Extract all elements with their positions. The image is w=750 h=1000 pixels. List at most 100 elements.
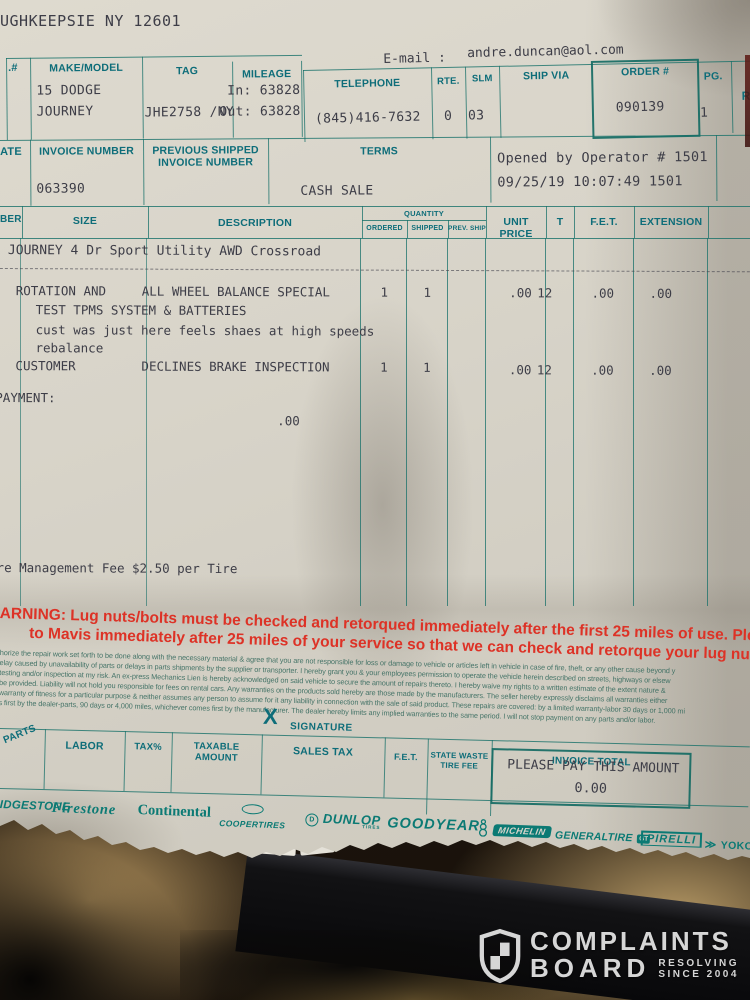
items-column-lines xyxy=(0,238,750,606)
signature-x-mark: X xyxy=(262,703,279,730)
unit-price-column-label: UNIT PRICE xyxy=(499,216,533,240)
ship-via-label: SHIP VIA xyxy=(522,69,570,83)
extension-column-label: EXTENSION xyxy=(639,216,703,228)
email-row: E-mail : andre.duncan@aol.com xyxy=(383,41,713,67)
size-column-label: SIZE xyxy=(72,215,98,227)
michelin-man-icon xyxy=(478,819,488,837)
vehicle-info-table: .# MAKE/MODEL TAG MILEAGE 15 DODGE JOURN… xyxy=(6,54,303,140)
taxable-amount-label: TAXABLE AMOUNT xyxy=(193,740,240,764)
brand-logo-yokohama-text: YOKO xyxy=(720,839,750,853)
item-description: ALL WHEEL BALANCE SPECIAL xyxy=(141,283,330,300)
shipped-column-label: SHIPPED xyxy=(411,225,444,232)
item-shipped: 1 xyxy=(423,284,432,300)
watermark-title-top: COMPLAINTS xyxy=(530,926,732,956)
tax-column-label: T xyxy=(556,216,564,228)
complaintsboard-watermark: COMPLAINTS BOARD RESOLVING SINCE 2004 xyxy=(478,928,739,984)
make-model-value-line2: JOURNEY xyxy=(36,104,94,120)
order-number-box: ORDER # 090139 xyxy=(590,58,701,139)
brand-logo-cooper: COOPERTIRES xyxy=(219,803,286,833)
payment-value: .00 xyxy=(277,413,300,429)
brand-logo-dunlop: D DUNLOP TIRES xyxy=(305,809,381,830)
tire-management-fee-line: re Management Fee $2.50 per Tire xyxy=(0,559,238,577)
brand-logo-general-text: GENERALTIRE xyxy=(554,829,633,845)
item-ordered: 1 xyxy=(380,284,389,300)
slm-value: 03 xyxy=(467,108,485,124)
item-note: TEST TPMS SYSTEM & BATTERIES xyxy=(35,302,247,319)
item-description: DECLINES BRAKE INSPECTION xyxy=(141,358,330,375)
watermark-title-bottom: BOARD xyxy=(530,953,651,983)
description-column-label: DESCRIPTION xyxy=(218,217,292,229)
photo-right-edge xyxy=(745,55,750,147)
item-note: cust was just here feels shaes at high s… xyxy=(35,322,375,339)
invoice-number-value: 063390 xyxy=(36,181,86,197)
items-header-row: BER SIZE DESCRIPTION QUANTITY ORDERED SH… xyxy=(0,206,750,240)
opened-by-line2: 09/25/19 10:07:49 1501 xyxy=(497,173,683,191)
quantity-group-label: QUANTITY xyxy=(404,209,444,218)
payment-label: PAYMENT: xyxy=(0,389,56,406)
order-number-label: ORDER # xyxy=(620,65,670,79)
state-waste-label-line1: STATE WASTE xyxy=(430,750,489,761)
warning-prefix: ARNING: xyxy=(0,604,67,624)
tire-brand-logos: IDGESTONE Firestone Continental COOPERTI… xyxy=(0,797,750,860)
item-extension: .00 xyxy=(649,285,673,301)
invoice-total-box: INVOICE TOTAL PLEASE PAY THIS AMOUNT 0.0… xyxy=(490,748,692,809)
invoice-number-label: INVOICE NUMBER xyxy=(39,145,135,158)
item-unit-price: .00 xyxy=(509,285,532,301)
terms-value: CASH SALE xyxy=(300,183,374,199)
invoice-total-value: 0.00 xyxy=(574,780,608,797)
item-shipped: 1 xyxy=(423,359,431,375)
cooper-oval-icon xyxy=(241,803,264,815)
watermark-tagline-bottom: SINCE 2004 xyxy=(658,969,739,980)
background-strap-shadow xyxy=(180,930,600,1000)
prev-ship-column-label: PREV. SHIP xyxy=(448,225,486,232)
tag-label: TAG xyxy=(176,64,199,78)
item-fet: .00 xyxy=(591,285,615,301)
brand-logo-dunlop-sub: TIRES xyxy=(362,824,381,830)
complaintsboard-shield-icon xyxy=(479,928,521,984)
email-label: E-mail : xyxy=(383,50,447,67)
brand-logo-pirelli: PIRELLI xyxy=(640,830,703,848)
opened-by-line1: Opened by Operator # 1501 xyxy=(497,149,708,167)
watermark-tagline-top: RESOLVING xyxy=(658,958,739,969)
signature-label: SIGNATURE xyxy=(289,721,353,734)
pg-label: PG. xyxy=(703,70,723,83)
lic-number-label: .# xyxy=(8,61,18,74)
item-fet: .00 xyxy=(591,362,614,378)
brand-logo-general: GENERALTIRE GT xyxy=(555,825,651,846)
invoice-paper: UGHKEEPSIE NY 12601 E-mail : andre.dunca… xyxy=(0,0,750,860)
item-tax-code: 12 xyxy=(537,285,553,301)
item-number-label-partial: BER xyxy=(0,214,22,225)
items-body: JOURNEY 4 Dr Sport Utility AWD Crossroad… xyxy=(0,238,750,611)
slm-label: SLM xyxy=(471,73,493,85)
ordered-column-label: ORDERED xyxy=(366,225,403,232)
mileage-in-value: In: 63828 xyxy=(227,82,301,99)
item-size: ROTATION AND xyxy=(15,283,107,299)
previous-invoice-label-line1: PREVIOUS SHIPPED xyxy=(152,144,259,157)
terms-label: TERMS xyxy=(360,145,399,158)
brand-logo-michelin-text: MICHELIN xyxy=(492,824,553,839)
fet-column-label: F.E.T. xyxy=(590,216,618,228)
pg-value: 1 xyxy=(699,105,709,121)
previous-invoice-label-line2: INVOICE NUMBER xyxy=(158,156,254,169)
dashed-separator xyxy=(0,267,750,273)
item-extension: .00 xyxy=(649,362,672,378)
item-tax-code: 12 xyxy=(536,362,552,378)
brand-logo-cooper-text: COOPERTIRES xyxy=(219,818,286,831)
telephone-value: (845)416-7632 xyxy=(314,109,421,127)
brand-logo-goodyear: GOODYEAR xyxy=(387,815,481,835)
dunlop-d-icon: D xyxy=(305,813,319,827)
fet-total-label: F.E.T. xyxy=(393,751,418,763)
vehicle-description-line: JOURNEY 4 Dr Sport Utility AWD Crossroad xyxy=(7,243,322,260)
order-number-value: 090139 xyxy=(615,99,665,116)
telephone-label: TELEPHONE xyxy=(334,76,401,91)
item-note: rebalance xyxy=(35,340,104,356)
labor-label: LABOR xyxy=(65,739,104,753)
parts-label: PARTS xyxy=(1,722,38,747)
brand-logo-michelin: MICHELIN xyxy=(477,819,553,841)
make-model-label: MAKE/MODEL xyxy=(49,61,124,75)
tax-percent-label: TAX% xyxy=(134,741,162,753)
please-pay-message: PLEASE PAY THIS AMOUNT xyxy=(507,757,680,777)
rte-value: 0 xyxy=(443,108,453,125)
make-model-value-line1: 15 DODGE xyxy=(36,83,102,99)
item-ordered: 1 xyxy=(380,359,388,375)
